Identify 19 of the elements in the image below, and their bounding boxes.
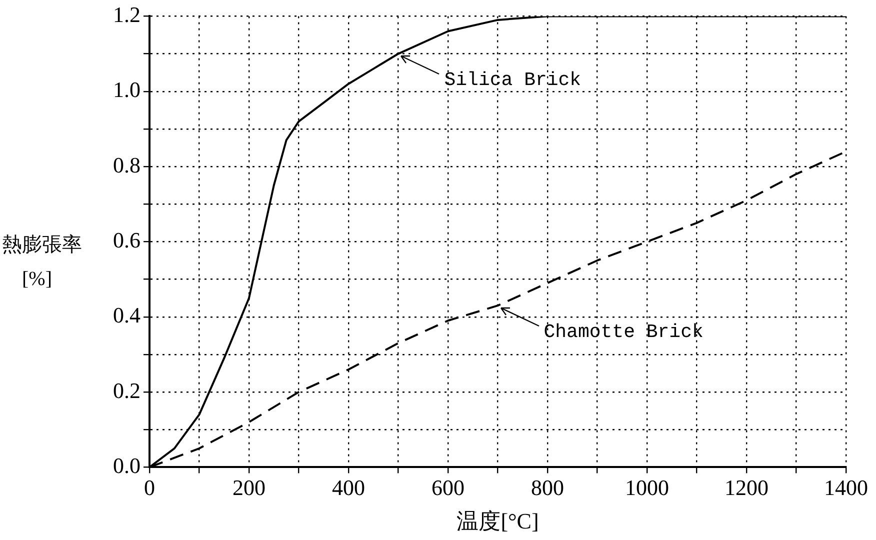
x-axis-title: 温度[°C] [456,508,539,534]
x-tick-label: 0 [144,475,155,500]
y-tick-label: 1.0 [113,77,140,102]
y-tick-label: 0.6 [113,227,140,252]
y-tick-label: 0.2 [113,378,140,403]
y-tick-label: 1.2 [113,2,140,27]
x-tick-label: 200 [232,475,266,500]
y-axis-title: 熱膨張率 [%] [2,233,83,292]
y-tick-label: 0.8 [113,152,140,178]
series-label: Chamotte Brick [544,320,704,343]
x-tick-label: 1000 [625,475,669,500]
x-tick-label: 800 [531,475,564,500]
y-tick-label: 0.0 [113,452,140,478]
y-tick-label: 0.4 [113,302,140,328]
x-tick-label: 600 [432,475,464,500]
x-tick-label: 400 [332,475,365,500]
series-label: Silica Brick [444,68,582,91]
x-tick-label: 1200 [724,475,768,500]
x-tick-label: 1400 [824,475,868,500]
